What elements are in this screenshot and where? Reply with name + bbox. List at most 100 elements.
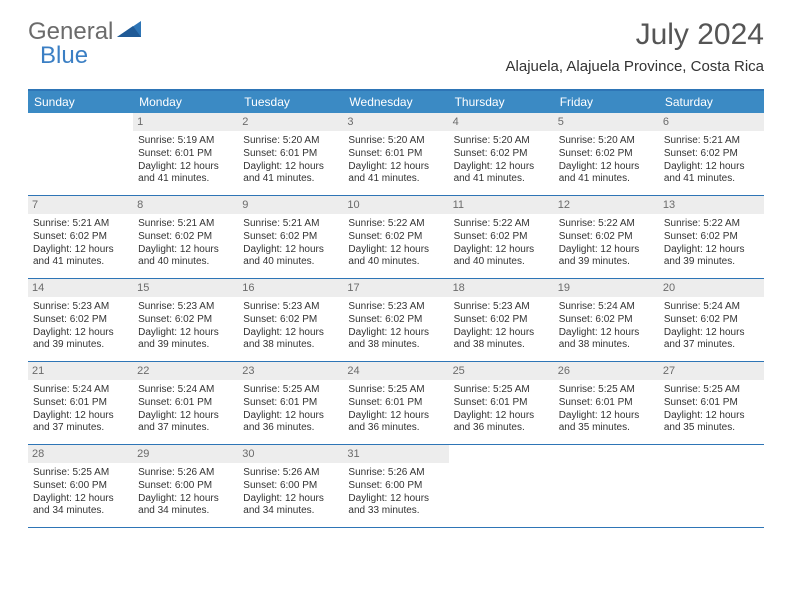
sunrise-text: Sunrise: 5:24 AM [33,384,128,397]
daylight-text: and 40 minutes. [348,256,443,269]
sunset-text: Sunset: 6:01 PM [348,397,443,410]
logo-triangle-icon [117,18,143,46]
sunset-text: Sunset: 6:01 PM [664,397,759,410]
sunset-text: Sunset: 6:02 PM [559,314,654,327]
location: Alajuela, Alajuela Province, Costa Rica [506,58,764,75]
daylight-text: Daylight: 12 hours [243,410,338,423]
day-number: 7 [28,196,133,214]
day-number: 29 [133,445,238,463]
day-number: 30 [238,445,343,463]
daylight-text: and 40 minutes. [454,256,549,269]
sunrise-text: Sunrise: 5:20 AM [559,135,654,148]
sunrise-text: Sunrise: 5:22 AM [454,218,549,231]
daylight-text: and 38 minutes. [243,339,338,352]
daylight-text: and 36 minutes. [243,422,338,435]
day-cell: 26Sunrise: 5:25 AMSunset: 6:01 PMDayligh… [554,362,659,444]
empty-cell: . [28,113,133,195]
day-number: 11 [449,196,554,214]
day-number: 4 [449,113,554,131]
day-cell: 23Sunrise: 5:25 AMSunset: 6:01 PMDayligh… [238,362,343,444]
sunrise-text: Sunrise: 5:21 AM [243,218,338,231]
sunrise-text: Sunrise: 5:24 AM [559,301,654,314]
day-cell: 19 Sunrise: 5:24 AMSunset: 6:02 PMDayligh… [554,279,659,361]
daylight-text: Daylight: 12 hours [559,410,654,423]
day-cell: 15Sunrise: 5:23 AMSunset: 6:02 PMDayligh… [133,279,238,361]
daylight-text: and 40 minutes. [243,256,338,269]
day-header-cell: Saturday [659,91,764,113]
week-row: 14Sunrise: 5:23 AMSunset: 6:02 PMDayligh… [28,279,764,362]
day-cell: 9Sunrise: 5:21 AMSunset: 6:02 PMDaylight… [238,196,343,278]
day-number: 25 [449,362,554,380]
day-number: 8 [133,196,238,214]
day-cell: 21Sunrise: 5:24 AMSunset: 6:01 PMDayligh… [28,362,133,444]
sunset-text: Sunset: 6:01 PM [454,397,549,410]
day-header-cell: Friday [554,91,659,113]
sunset-text: Sunset: 6:02 PM [559,148,654,161]
sunrise-text: Sunrise: 5:21 AM [664,135,759,148]
header: General July 2024 Alajuela, Alajuela Pro… [0,0,792,81]
day-cell: 29Sunrise: 5:26 AMSunset: 6:00 PMDayligh… [133,445,238,527]
daylight-text: Daylight: 12 hours [348,161,443,174]
sunset-text: Sunset: 6:00 PM [138,480,233,493]
sunrise-text: Sunrise: 5:23 AM [243,301,338,314]
day-number: 2 [238,113,343,131]
day-number: 27 [659,362,764,380]
empty-cell: . [554,445,659,527]
day-cell: 16Sunrise: 5:23 AMSunset: 6:02 PMDayligh… [238,279,343,361]
sunrise-text: Sunrise: 5:21 AM [33,218,128,231]
sunset-text: Sunset: 6:00 PM [243,480,338,493]
daylight-text: and 41 minutes. [243,173,338,186]
daylight-text: and 41 minutes. [348,173,443,186]
sunset-text: Sunset: 6:02 PM [454,231,549,244]
sunrise-text: Sunrise: 5:23 AM [454,301,549,314]
daylight-text: Daylight: 12 hours [348,327,443,340]
sunset-text: Sunset: 6:02 PM [664,231,759,244]
daylight-text: and 37 minutes. [138,422,233,435]
day-header-cell: Sunday [28,91,133,113]
sunset-text: Sunset: 6:02 PM [33,314,128,327]
daylight-text: and 41 minutes. [138,173,233,186]
day-header-cell: Tuesday [238,91,343,113]
daylight-text: Daylight: 12 hours [33,244,128,257]
daylight-text: and 33 minutes. [348,505,443,518]
daylight-text: Daylight: 12 hours [559,244,654,257]
month-title: July 2024 [506,18,764,52]
day-cell: 20Sunrise: 5:24 AMSunset: 6:02 PMDayligh… [659,279,764,361]
daylight-text: and 41 minutes. [664,173,759,186]
day-number: 24 [343,362,448,380]
day-number: 22 [133,362,238,380]
daylight-text: Daylight: 12 hours [664,410,759,423]
daylight-text: and 36 minutes. [454,422,549,435]
daylight-text: Daylight: 12 hours [664,244,759,257]
sunset-text: Sunset: 6:02 PM [348,314,443,327]
day-cell: 7Sunrise: 5:21 AMSunset: 6:02 PMDaylight… [28,196,133,278]
day-cell: 18Sunrise: 5:23 AMSunset: 6:02 PMDayligh… [449,279,554,361]
sunrise-text: Sunrise: 5:20 AM [243,135,338,148]
daylight-text: and 38 minutes. [559,339,654,352]
sunset-text: Sunset: 6:01 PM [138,397,233,410]
daylight-text: Daylight: 12 hours [559,327,654,340]
daylight-text: Daylight: 12 hours [138,410,233,423]
sunset-text: Sunset: 6:00 PM [33,480,128,493]
day-header-cell: Wednesday [343,91,448,113]
daylight-text: Daylight: 12 hours [348,493,443,506]
empty-cell: . [659,445,764,527]
daylight-text: and 34 minutes. [33,505,128,518]
daylight-text: Daylight: 12 hours [243,327,338,340]
daylight-text: Daylight: 12 hours [138,493,233,506]
daylight-text: and 39 minutes. [33,339,128,352]
day-header-cell: Thursday [449,91,554,113]
sunset-text: Sunset: 6:02 PM [138,231,233,244]
daylight-text: and 34 minutes. [138,505,233,518]
daylight-text: and 34 minutes. [243,505,338,518]
sunset-text: Sunset: 6:02 PM [664,314,759,327]
daylight-text: Daylight: 12 hours [559,161,654,174]
day-number: 19 [554,279,659,297]
day-number: 21 [28,362,133,380]
daylight-text: Daylight: 12 hours [454,410,549,423]
sunrise-text: Sunrise: 5:25 AM [348,384,443,397]
day-cell: 24Sunrise: 5:25 AMSunset: 6:01 PMDayligh… [343,362,448,444]
sunrise-text: Sunrise: 5:24 AM [138,384,233,397]
sunset-text: Sunset: 6:02 PM [559,231,654,244]
daylight-text: Daylight: 12 hours [664,327,759,340]
